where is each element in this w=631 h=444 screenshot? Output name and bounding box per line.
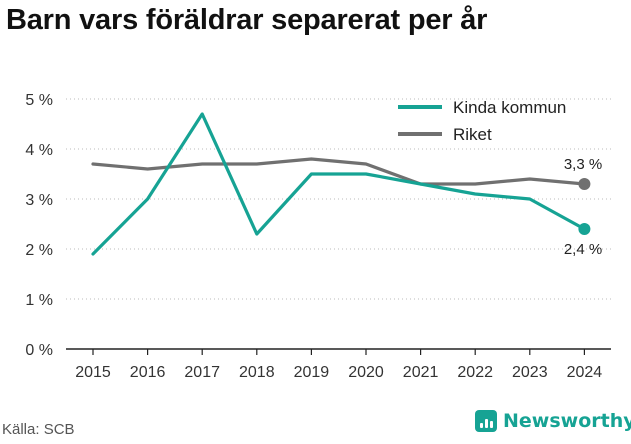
brand-name: Newsworthy	[503, 410, 631, 432]
x-tick-label: 2015	[75, 364, 111, 381]
series-line-riket	[91, 157, 587, 186]
y-tick-label: 3 %	[25, 192, 53, 209]
end-label-kinda-kommun: 2,4 %	[564, 241, 602, 258]
y-tick-label: 0 %	[25, 342, 53, 359]
x-tick-label: 2018	[239, 364, 275, 381]
x-tick-label: 2021	[403, 364, 439, 381]
x-tick-label: 2019	[294, 364, 330, 381]
y-tick-label: 1 %	[25, 292, 53, 309]
source-label: Källa: SCB	[2, 421, 75, 438]
end-label-riket: 3,3 %	[564, 156, 602, 173]
end-point-riket	[578, 178, 591, 190]
legend-label: Kinda kommun	[453, 98, 566, 117]
series-line-kinda-kommun	[91, 112, 587, 256]
x-tick-label: 2022	[457, 364, 493, 381]
x-tick-label: 2023	[512, 364, 548, 381]
newsworthy-logo-icon	[475, 410, 497, 432]
x-tick-label: 2020	[348, 364, 384, 381]
x-tick-label: 2024	[567, 364, 603, 381]
y-tick-label: 5 %	[25, 92, 53, 109]
y-tick-label: 2 %	[25, 242, 53, 259]
brand-logo: Newsworthy	[475, 410, 631, 432]
x-tick-label: 2017	[184, 364, 220, 381]
y-tick-label: 4 %	[25, 142, 53, 159]
x-tick-label: 2016	[130, 364, 166, 381]
legend-label: Riket	[453, 125, 492, 144]
chart-title: Barn vars föräldrar separerat per år	[6, 4, 488, 36]
end-point-kinda-kommun	[578, 223, 591, 235]
